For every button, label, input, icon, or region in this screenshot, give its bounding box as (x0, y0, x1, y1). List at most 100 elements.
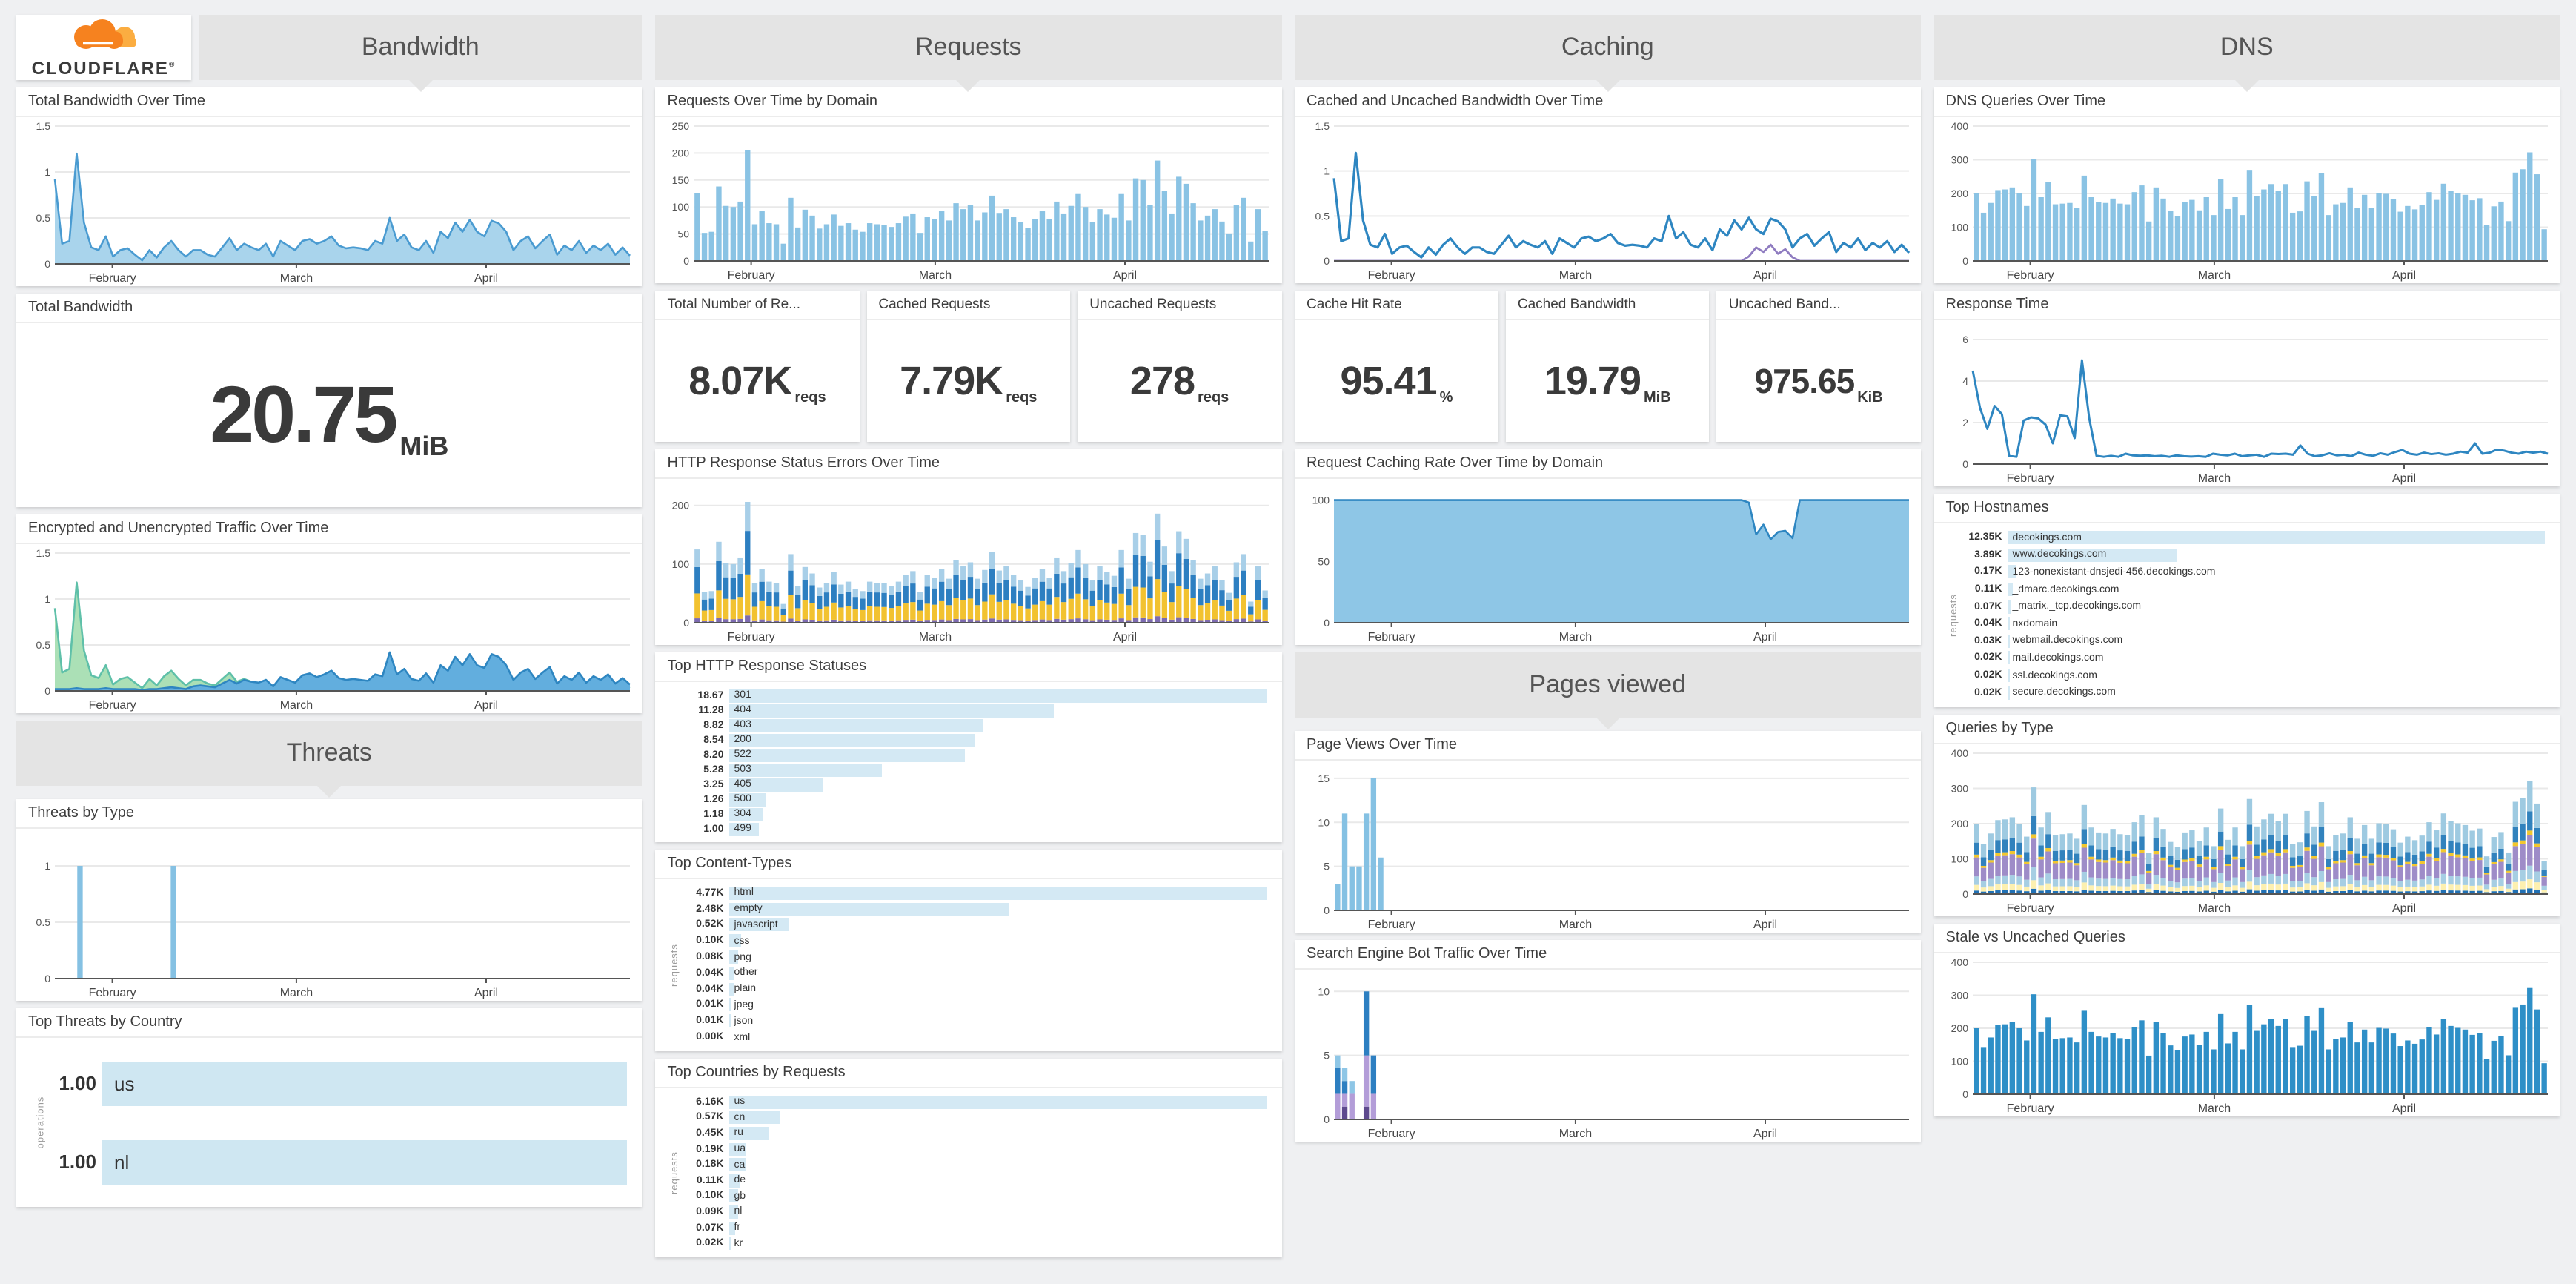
svg-text:1: 1 (44, 860, 50, 872)
svg-text:March: March (2197, 472, 2230, 485)
list-item-bar-zone: json (729, 1014, 1267, 1028)
list-item-bar (729, 886, 1267, 900)
list-item-label: 500 (734, 794, 751, 804)
svg-text:50: 50 (1317, 555, 1329, 567)
svg-text:April: April (1113, 631, 1137, 643)
cached-requests-value: 7.79K reqs (866, 320, 1070, 442)
list-item-value: 2.48K (696, 904, 724, 915)
svg-text:February: February (89, 987, 136, 999)
list-item-label: jpeg (734, 999, 754, 1010)
list-item-bar-zone: us (729, 1095, 1267, 1109)
svg-text:200: 200 (672, 500, 690, 512)
section-title: Caching (1561, 33, 1654, 61)
list-item-bar (729, 1095, 1267, 1109)
list-item: 0.07K fr (677, 1220, 1267, 1235)
card-title: Cached Requests (866, 291, 1071, 320)
card-title: Queries by Type (1933, 715, 2560, 744)
list-item-bar (729, 778, 823, 791)
list-item: 0.04K nxdomain (1955, 617, 2546, 632)
section-header-requests: Requests (655, 15, 1281, 92)
card-cached-bandwidth: Cached Bandwidth 19.79 MiB (1505, 291, 1710, 442)
list-item-value: 4.77K (696, 887, 724, 899)
list-item-value: 8.20 (703, 749, 724, 760)
list-item-bar (729, 1237, 731, 1251)
y-axis-label: requests (1948, 594, 1959, 637)
list-item: 0.09K nl (677, 1205, 1267, 1220)
list-item-value: 1.00 (59, 1072, 96, 1094)
list-item-bar-zone: ssl.decokings.com (2008, 669, 2546, 683)
svg-text:0: 0 (1962, 458, 1968, 470)
list-rows: 6.16K us 0.57K cn 0.45K ru 0.19K ua 0.18K ca 0.11K… (677, 1094, 1267, 1251)
list-item-bar-zone: empty (729, 902, 1267, 916)
card-title: Uncached Band... (1716, 291, 1921, 320)
list-item: 11.28 404 (677, 703, 1267, 718)
list-item: 0.01K json (677, 1014, 1267, 1029)
list-item-label: 404 (734, 705, 751, 715)
y-axis-label: requests (670, 944, 681, 987)
list-item-bar (729, 1158, 746, 1172)
list-item: 0.18K ca (677, 1157, 1267, 1172)
card-threats-by-type: Threats by Type 0 0.5 1 February March April (16, 799, 643, 1001)
stale-uncached-queries-chart: 0 100 200 300 400 February March April (1934, 953, 2560, 1116)
list-item-label: kr (734, 1238, 743, 1249)
svg-text:March: March (1558, 631, 1591, 643)
svg-text:200: 200 (1951, 818, 1968, 830)
svg-text:6: 6 (1962, 334, 1968, 345)
svg-text:100: 100 (672, 558, 690, 570)
card-http-errors: HTTP Response Status Errors Over Time 0 1… (655, 449, 1281, 645)
list-item: 0.04K plain (677, 982, 1267, 996)
list-item: 0.19K ua (677, 1142, 1267, 1156)
list-item-bar-zone: css (729, 934, 1267, 948)
list-item-bar-zone: 304 (729, 807, 1267, 821)
list-item-value: 0.19K (696, 1144, 724, 1155)
stat-unit: % (1439, 390, 1453, 406)
list-item-value: 1.00 (59, 1151, 96, 1173)
list-item-bar-zone: javascript (729, 918, 1267, 932)
requests-over-time-chart: 0 50 100 150 200 250 February March April (656, 117, 1282, 283)
list-item-label: 522 (734, 749, 751, 760)
card-cache-hit-rate: Cache Hit Rate 95.41 % (1295, 291, 1498, 442)
list-item-bar (729, 934, 741, 948)
list-item: 0.02K secure.decokings.com (1955, 685, 2546, 700)
list-item-label: 123-nonexistant-dnsjedi-456.decokings.co… (2012, 566, 2216, 578)
list-item-label: _matrix._tcp.decokings.com (2012, 601, 2142, 612)
list-item-bar (729, 733, 975, 747)
card-title: Response Time (1933, 291, 2560, 320)
list-item-label: 304 (734, 809, 751, 819)
list-item-bar (2008, 548, 2177, 562)
list-item-label: webmail.decokings.com (2012, 635, 2123, 646)
stat-unit: reqs (794, 390, 826, 406)
section-title: Requests (914, 33, 1022, 61)
card-title: Page Views Over Time (1295, 731, 1921, 761)
list-item-bar-zone: secure.decokings.com (2008, 686, 2546, 700)
svg-text:250: 250 (672, 120, 690, 132)
list-rows: 4.77K html 2.48K empty 0.52K javascript 0.10K c… (677, 885, 1267, 1045)
stat-value: 20.75 (210, 371, 398, 460)
svg-text:April: April (1753, 269, 1776, 282)
card-title: Total Number of Re... (655, 291, 860, 320)
list-item-bar (729, 748, 966, 761)
list-item-value: 1.26 (703, 794, 724, 804)
list-item-bar (729, 718, 983, 732)
card-cached-uncached-bandwidth: Cached and Uncached Bandwidth Over Time … (1295, 87, 1921, 283)
list-item-label: nxdomain (2012, 618, 2058, 629)
list-item: 4.77K html (677, 886, 1267, 901)
svg-text:March: March (1558, 1128, 1591, 1140)
svg-text:March: March (2197, 269, 2230, 282)
list-item-value: 0.52K (696, 919, 724, 930)
svg-text:April: April (2391, 472, 2415, 485)
list-item-value: 8.82 (703, 720, 724, 730)
list-item-value: 0.03K (1974, 635, 2002, 646)
list-item-bar (729, 807, 764, 821)
list-item-bar-zone: fr (729, 1221, 1267, 1235)
cloudflare-logo: CLOUDFLARE® (16, 15, 191, 80)
list-rows: 12.35K decokings.com 3.89K www.decokings.co… (1955, 529, 2546, 701)
svg-text:February: February (2006, 1102, 2054, 1115)
list-item-bar-zone: 200 (729, 733, 1267, 747)
svg-text:March: March (1558, 269, 1591, 282)
list-item-bar (2008, 669, 2009, 683)
card-uncached-requests: Uncached Requests 278 reqs (1078, 291, 1282, 442)
list-item-bar-zone: webmail.decokings.com (2008, 634, 2546, 648)
list-item-label: xml (734, 1032, 751, 1043)
top-countries-list: requests 6.16K us 0.57K cn 0.45K ru 0.19K ua 0.18… (656, 1088, 1282, 1257)
